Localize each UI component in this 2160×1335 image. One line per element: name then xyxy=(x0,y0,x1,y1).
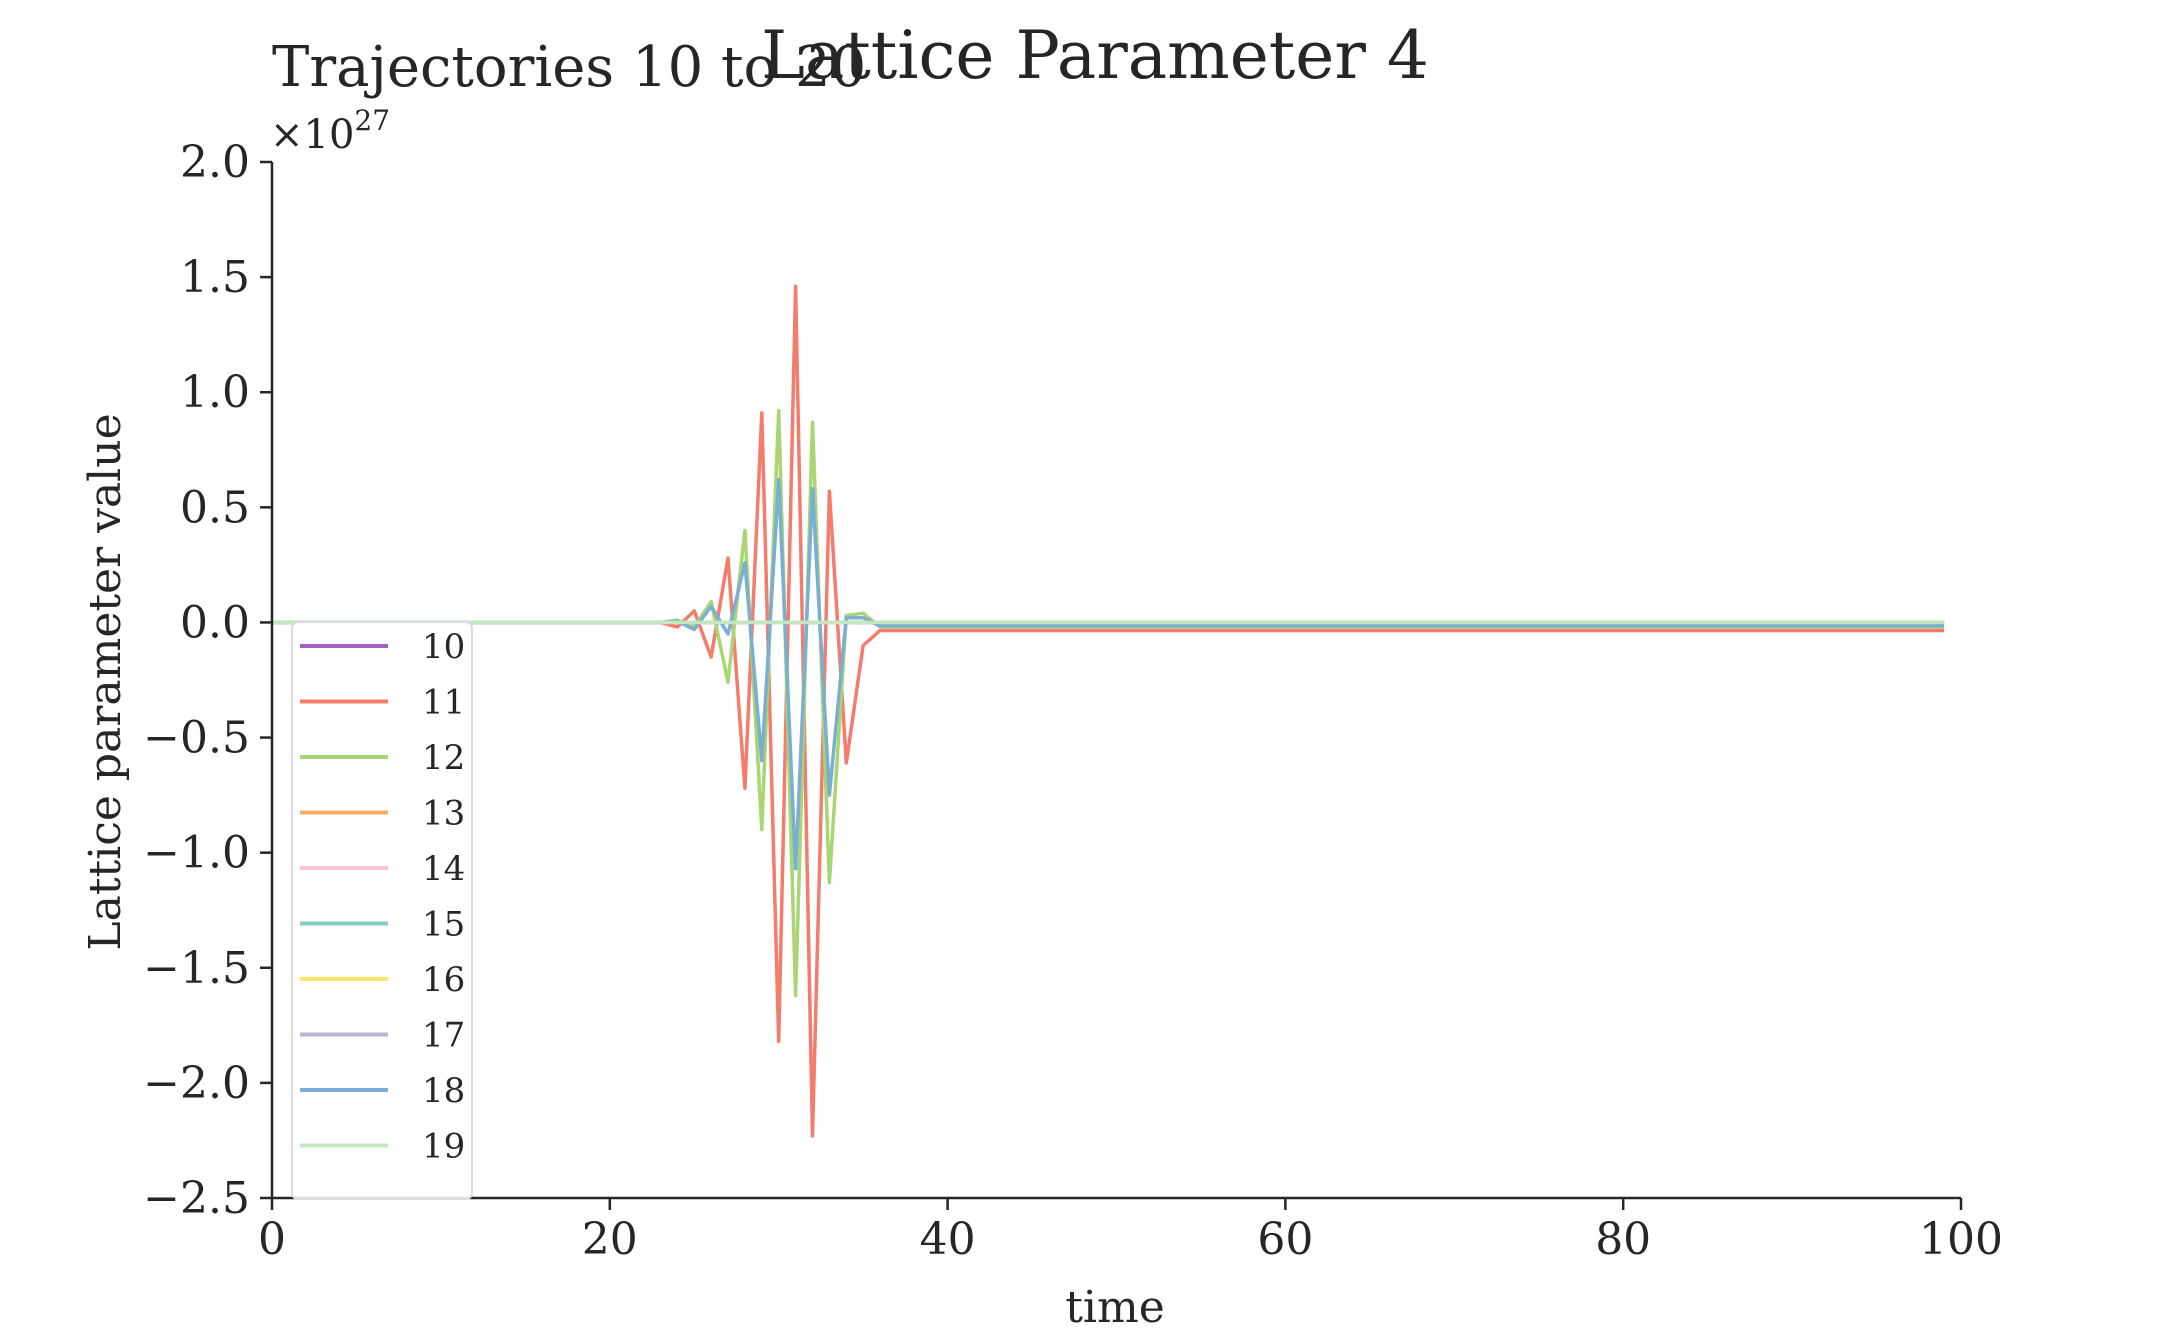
y-tick-label: 1.0 xyxy=(180,367,250,418)
y-axis-label: Lattice parameter value xyxy=(80,413,131,950)
x-tick-label: 0 xyxy=(258,1214,286,1265)
legend-label: 18 xyxy=(422,1071,465,1111)
series-line-11 xyxy=(272,284,1945,1138)
legend-label: 12 xyxy=(422,738,465,778)
x-tick-label: 80 xyxy=(1595,1214,1651,1265)
legend-label: 14 xyxy=(422,849,465,889)
svg-text:×1027: ×1027 xyxy=(270,104,390,158)
y-tick-label: −2.0 xyxy=(143,1058,250,1109)
y-offset-exponent: 27 xyxy=(354,104,390,137)
y-offset-text: ×1027 xyxy=(270,104,390,158)
plot-lines xyxy=(272,284,1945,1138)
x-tick-label: 60 xyxy=(1257,1214,1313,1265)
y-tick-label: −0.5 xyxy=(143,713,250,764)
series-line-12 xyxy=(272,408,1945,998)
x-tick-label: 100 xyxy=(1919,1214,2003,1265)
series-line-18 xyxy=(272,477,1945,871)
legend: 10 11 12 13 14 15 16 17 18 19 xyxy=(291,621,473,1200)
legend-label: 19 xyxy=(422,1127,465,1167)
legend-label: 15 xyxy=(422,905,465,945)
chart-title: Lattice Parameter 4 xyxy=(761,17,1429,94)
y-offset-base: ×10 xyxy=(270,112,354,158)
y-tick-label: 1.5 xyxy=(180,252,250,303)
chart-subtitle: Trajectories 10 to 20 xyxy=(272,35,866,100)
legend-label: 10 xyxy=(422,627,465,667)
legend-label: 11 xyxy=(422,683,465,723)
x-axis-label: time xyxy=(1065,1282,1165,1333)
x-tick-label: 40 xyxy=(920,1214,976,1265)
y-tick-label: −1.0 xyxy=(143,828,250,879)
y-tick-label: 0.5 xyxy=(180,482,250,533)
x-tick-label: 20 xyxy=(582,1214,638,1265)
legend-box xyxy=(291,621,473,1200)
y-tick-label: 2.0 xyxy=(180,137,250,188)
y-tick-label: 0.0 xyxy=(180,597,250,648)
legend-label: 13 xyxy=(422,794,465,834)
legend-label: 16 xyxy=(422,960,465,1000)
legend-label: 17 xyxy=(422,1016,465,1056)
axes: 0 20 40 60 80 100 2.0 1.5 1.0 0.5 0.0 −0.5 −1.0 −1.5 −… xyxy=(143,137,2003,1265)
y-tick-label: −1.5 xyxy=(143,943,250,994)
y-tick-label: −2.5 xyxy=(143,1173,250,1224)
